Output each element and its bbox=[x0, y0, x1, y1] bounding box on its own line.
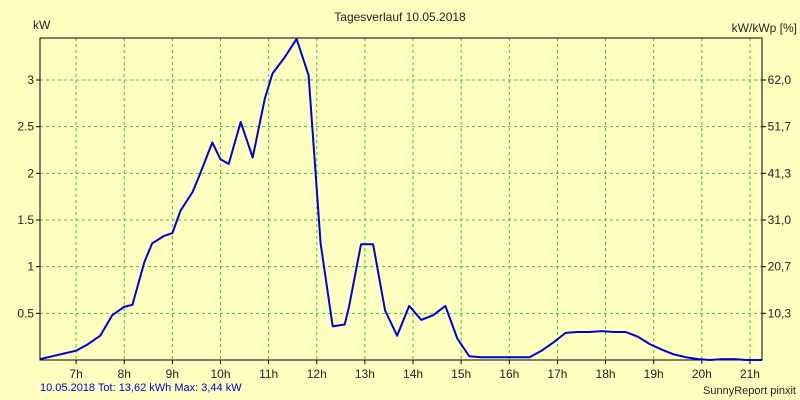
y-left-tick-label: 2.5 bbox=[17, 120, 34, 134]
x-tick-label: 14h bbox=[403, 367, 423, 381]
plot-frame bbox=[39, 37, 763, 361]
y-left-tick-label: 0.5 bbox=[17, 306, 34, 320]
x-tick-label: 7h bbox=[69, 367, 82, 381]
x-tick-label: 8h bbox=[118, 367, 131, 381]
chart-title: Tagesverlauf 10.05.2018 bbox=[334, 10, 466, 24]
x-tick-label: 21h bbox=[740, 367, 760, 381]
x-tick-label: 11h bbox=[259, 367, 278, 381]
x-tick-label: 10h bbox=[210, 367, 230, 381]
y-axis-left-label: kW bbox=[33, 18, 51, 32]
y-left-tick-label: 3 bbox=[27, 73, 34, 87]
y-right-tick-label: 62,0 bbox=[768, 73, 792, 87]
y-left-tick-label: 2 bbox=[27, 166, 34, 180]
horizontal-gridlines bbox=[40, 79, 762, 314]
y-axis-right-ticks: 10,3 20,7 31,0 41,3 51,7 62,0 bbox=[762, 73, 791, 320]
y-right-tick-label: 41,3 bbox=[768, 166, 792, 180]
x-axis-ticks: 7h 8h 9h 10h 11h 12h 13h 14h 15h 16h 17h 18h 19h 20h 2… bbox=[69, 360, 760, 381]
x-tick-label: 18h bbox=[596, 367, 616, 381]
y-axis-left-ticks: 0.5 1 1.5 2 2.5 3 bbox=[17, 73, 40, 320]
x-tick-label: 15h bbox=[451, 367, 471, 381]
y-right-tick-label: 51,7 bbox=[768, 120, 792, 134]
x-tick-label: 19h bbox=[644, 367, 664, 381]
x-tick-label: 9h bbox=[166, 367, 179, 381]
x-tick-label: 17h bbox=[547, 367, 567, 381]
series-line-kw bbox=[39, 37, 762, 361]
x-tick-label: 13h bbox=[355, 367, 375, 381]
y-right-tick-label: 31,0 bbox=[768, 213, 792, 227]
footer-credit: SunnyReport pinxit bbox=[703, 385, 796, 397]
x-tick-label: 16h bbox=[499, 367, 519, 381]
footer-summary: 10.05.2018 Tot: 13,62 kWh Max: 3,44 kW bbox=[40, 382, 242, 394]
y-axis-right-label: kW/kWp [%] bbox=[731, 21, 797, 35]
x-tick-label: 20h bbox=[692, 367, 712, 381]
y-right-tick-label: 10,3 bbox=[768, 306, 792, 320]
y-right-tick-label: 20,7 bbox=[768, 260, 792, 274]
x-tick-label: 12h bbox=[307, 367, 327, 381]
y-left-tick-label: 1 bbox=[27, 260, 34, 274]
y-left-tick-label: 1.5 bbox=[17, 213, 34, 227]
